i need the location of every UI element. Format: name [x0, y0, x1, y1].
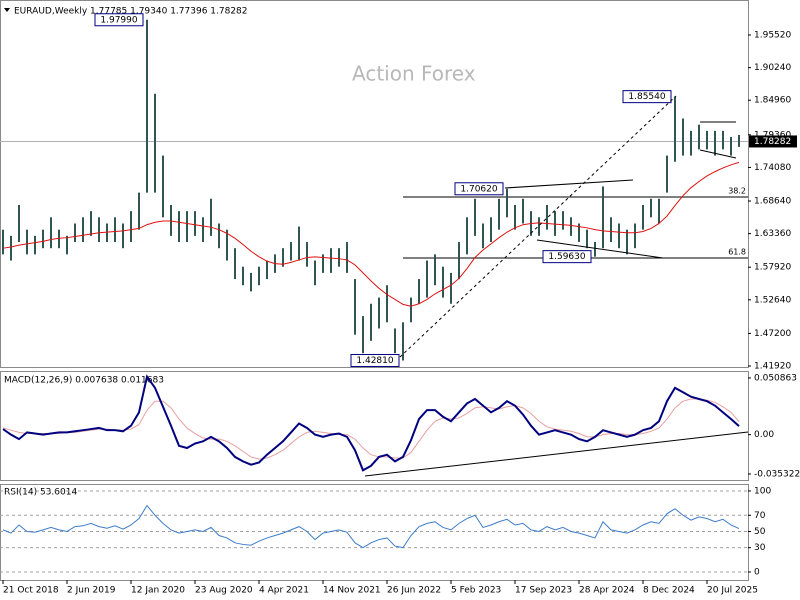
level-label: 1.97990	[100, 15, 137, 25]
level-label: 1.70620	[460, 184, 497, 194]
y-tick-label: 1.90240	[754, 63, 791, 73]
chart-title: EURAUD,Weekly 1.77785 1.79340 1.77396 1.…	[14, 7, 248, 17]
y-tick-label: 1.84960	[754, 96, 791, 106]
x-tick-label: 2 Jun 2019	[67, 586, 116, 596]
x-tick-label: 5 Feb 2023	[451, 586, 501, 596]
y-tick-label: 0.050863	[754, 373, 797, 383]
y-tick-label: 1.57920	[754, 263, 791, 273]
macd-title: MACD(12,26,9) 0.007638 0.011683	[4, 376, 164, 386]
level-label: 1.59630	[548, 252, 585, 262]
y-tick-label: 1.63360	[754, 229, 791, 239]
fib-label: 61.8	[728, 248, 746, 257]
fib-label: 38.2	[728, 186, 746, 195]
last-price-label: 1.78282	[754, 137, 791, 147]
y-tick-label: 0	[754, 567, 760, 577]
trendline	[536, 239, 664, 259]
trendline	[364, 431, 749, 477]
price-panel	[0, 0, 749, 368]
x-tick-label: 20 Jul 2025	[707, 586, 758, 596]
level-label: 1.42810	[356, 356, 393, 366]
menu-arrow	[4, 8, 10, 12]
macd-line	[2, 374, 740, 472]
x-tick-label: 8 Dec 2024	[643, 586, 695, 596]
level-label: 1.85540	[628, 92, 665, 102]
y-tick-label: 50	[754, 527, 766, 537]
level-box	[622, 90, 672, 104]
plot-layer: 1.95520 1.90240 1.84960 1.79360 1.74080 1.686…	[0, 13, 800, 596]
y-tick-label: 1.47200	[754, 329, 791, 339]
trendline	[504, 179, 634, 189]
x-tick-label: 21 Oct 2018	[3, 586, 59, 596]
y-tick-label: 1.95520	[754, 31, 791, 41]
watermark: Action Forex	[352, 62, 476, 86]
y-tick-label: 1.41920	[754, 362, 791, 372]
trendline	[699, 149, 737, 159]
x-tick-label: 14 Nov 2021	[323, 586, 381, 596]
level-box	[454, 182, 504, 196]
moving-average	[2, 161, 740, 307]
last-price-box	[749, 135, 797, 148]
x-tick-label: 28 Apr 2024	[579, 586, 635, 596]
macd-panel	[0, 371, 749, 481]
rsi-line	[2, 504, 740, 549]
x-tick-label: 26 Jun 2022	[387, 586, 441, 596]
x-tick-label: 4 Apr 2021	[259, 586, 309, 596]
level-box	[350, 354, 400, 368]
x-tick-label: 12 Jan 2020	[131, 586, 185, 596]
y-tick-label: 30	[754, 543, 766, 553]
level-box	[94, 13, 144, 27]
x-tick-label: 17 Sep 2023	[515, 586, 572, 596]
y-tick-label: 0.00	[754, 430, 774, 440]
y-tick-label: 1.79360	[754, 130, 791, 140]
rsi-title: RSI(14) 53.6014	[4, 488, 77, 498]
x-tick-label: 23 Aug 2020	[195, 586, 253, 596]
rsi-panel	[0, 484, 749, 581]
y-tick-label: 1.68640	[754, 197, 791, 207]
y-tick-label: 1.74080	[754, 163, 791, 173]
level-box	[542, 250, 592, 264]
y-tick-label: 100	[754, 486, 771, 496]
y-tick-label: -0.035322	[754, 470, 800, 480]
y-tick-label: 70	[754, 511, 766, 521]
y-tick-label: 1.52640	[754, 295, 791, 305]
